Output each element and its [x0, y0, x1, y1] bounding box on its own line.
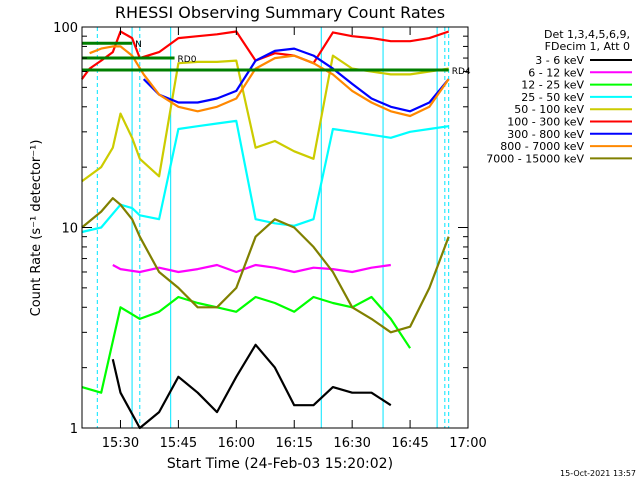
series-line — [81, 119, 449, 234]
x-tick-label: 16:15 — [276, 436, 313, 451]
legend-title: FDecim 1, Att 0 — [545, 40, 630, 53]
series-line — [81, 295, 412, 394]
status-bar-label: N — [135, 40, 142, 50]
legend-title: Det 1,3,4,5,6,9, — [544, 28, 630, 41]
generation-timestamp: 15-Oct-2021 13:57 — [560, 469, 636, 478]
axes: 15:30 15:45 16:00 16:15 16:30 16:45 17:00 1 10 10… — [53, 21, 487, 451]
status-bar-label: RD0 — [178, 55, 197, 65]
time-markers — [96, 27, 450, 428]
status-bars: N RD0 RD4 — [82, 40, 471, 77]
series-line — [81, 54, 449, 183]
x-tick-label: 16:30 — [333, 436, 370, 451]
legend-entry-label: 3 - 6 keV — [535, 54, 584, 67]
x-axis-label: Start Time (24-Feb-03 15:20:02) — [167, 456, 393, 472]
x-tick-label: 16:00 — [218, 436, 255, 451]
legend: Det 1,3,4,5,6,9,FDecim 1, Att 03 - 6 keV… — [486, 28, 632, 165]
x-tick-label: 15:30 — [102, 436, 139, 451]
legend-entry-label: 25 - 50 keV — [521, 91, 584, 104]
y-tick-label: 10 — [61, 222, 78, 237]
chart-title: RHESSI Observing Summary Count Rates — [115, 3, 445, 22]
series-line — [142, 47, 450, 113]
series-line — [112, 263, 391, 274]
x-tick-label: 17:00 — [449, 436, 486, 451]
plot-background — [82, 27, 468, 428]
legend-entry-label: 6 - 12 keV — [528, 66, 584, 79]
x-tick-label: 16:45 — [391, 436, 428, 451]
series-line — [89, 45, 450, 118]
status-bar-label: RD4 — [452, 67, 471, 77]
legend-entry-label: 7000 - 15000 keV — [486, 152, 584, 165]
series-line — [111, 343, 392, 430]
x-tick-label: 15:45 — [160, 436, 197, 451]
legend-entry-label: 100 - 300 keV — [507, 116, 584, 129]
legend-entry-label: 800 - 7000 keV — [500, 140, 584, 153]
y-tick-label: 1 — [70, 422, 78, 437]
legend-entry-label: 300 - 800 keV — [507, 128, 584, 141]
legend-entry-label: 12 - 25 keV — [521, 79, 584, 92]
y-axis-label: Count Rate (s⁻¹ detector⁻¹) — [29, 140, 44, 317]
y-tick-label: 100 — [53, 21, 78, 36]
legend-entry-label: 50 - 100 keV — [514, 103, 584, 116]
plot-area — [82, 27, 468, 428]
series-layer — [81, 30, 450, 430]
series-line — [81, 197, 450, 334]
